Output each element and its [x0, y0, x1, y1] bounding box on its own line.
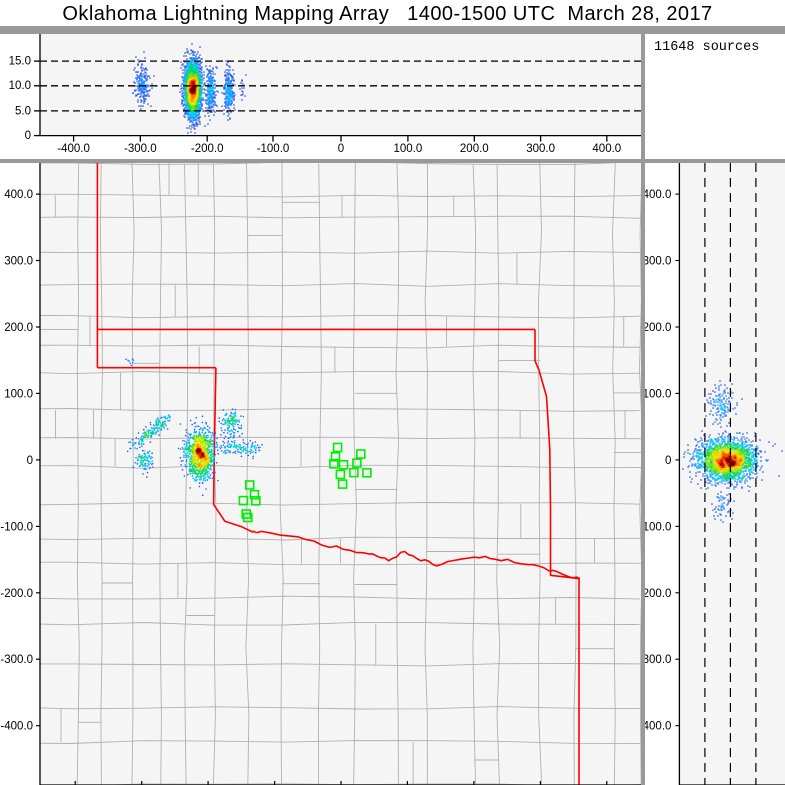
svg-text:100.0: 100.0 — [394, 143, 423, 155]
svg-text:-400.0: -400.0 — [57, 143, 90, 155]
svg-text:15.0: 15.0 — [9, 56, 31, 68]
svg-text:-100.0: -100.0 — [257, 143, 290, 155]
svg-text:400.0: 400.0 — [592, 143, 621, 155]
svg-text:-300.0: -300.0 — [124, 143, 157, 155]
svg-text:200.0: 200.0 — [460, 143, 489, 155]
svg-text:10.0: 10.0 — [9, 80, 31, 92]
svg-text:300.0: 300.0 — [526, 143, 555, 155]
svg-text:5.0: 5.0 — [15, 105, 31, 117]
svg-text:-200.0: -200.0 — [191, 143, 224, 155]
svg-text:0: 0 — [338, 143, 344, 155]
svg-text:0: 0 — [25, 130, 31, 142]
